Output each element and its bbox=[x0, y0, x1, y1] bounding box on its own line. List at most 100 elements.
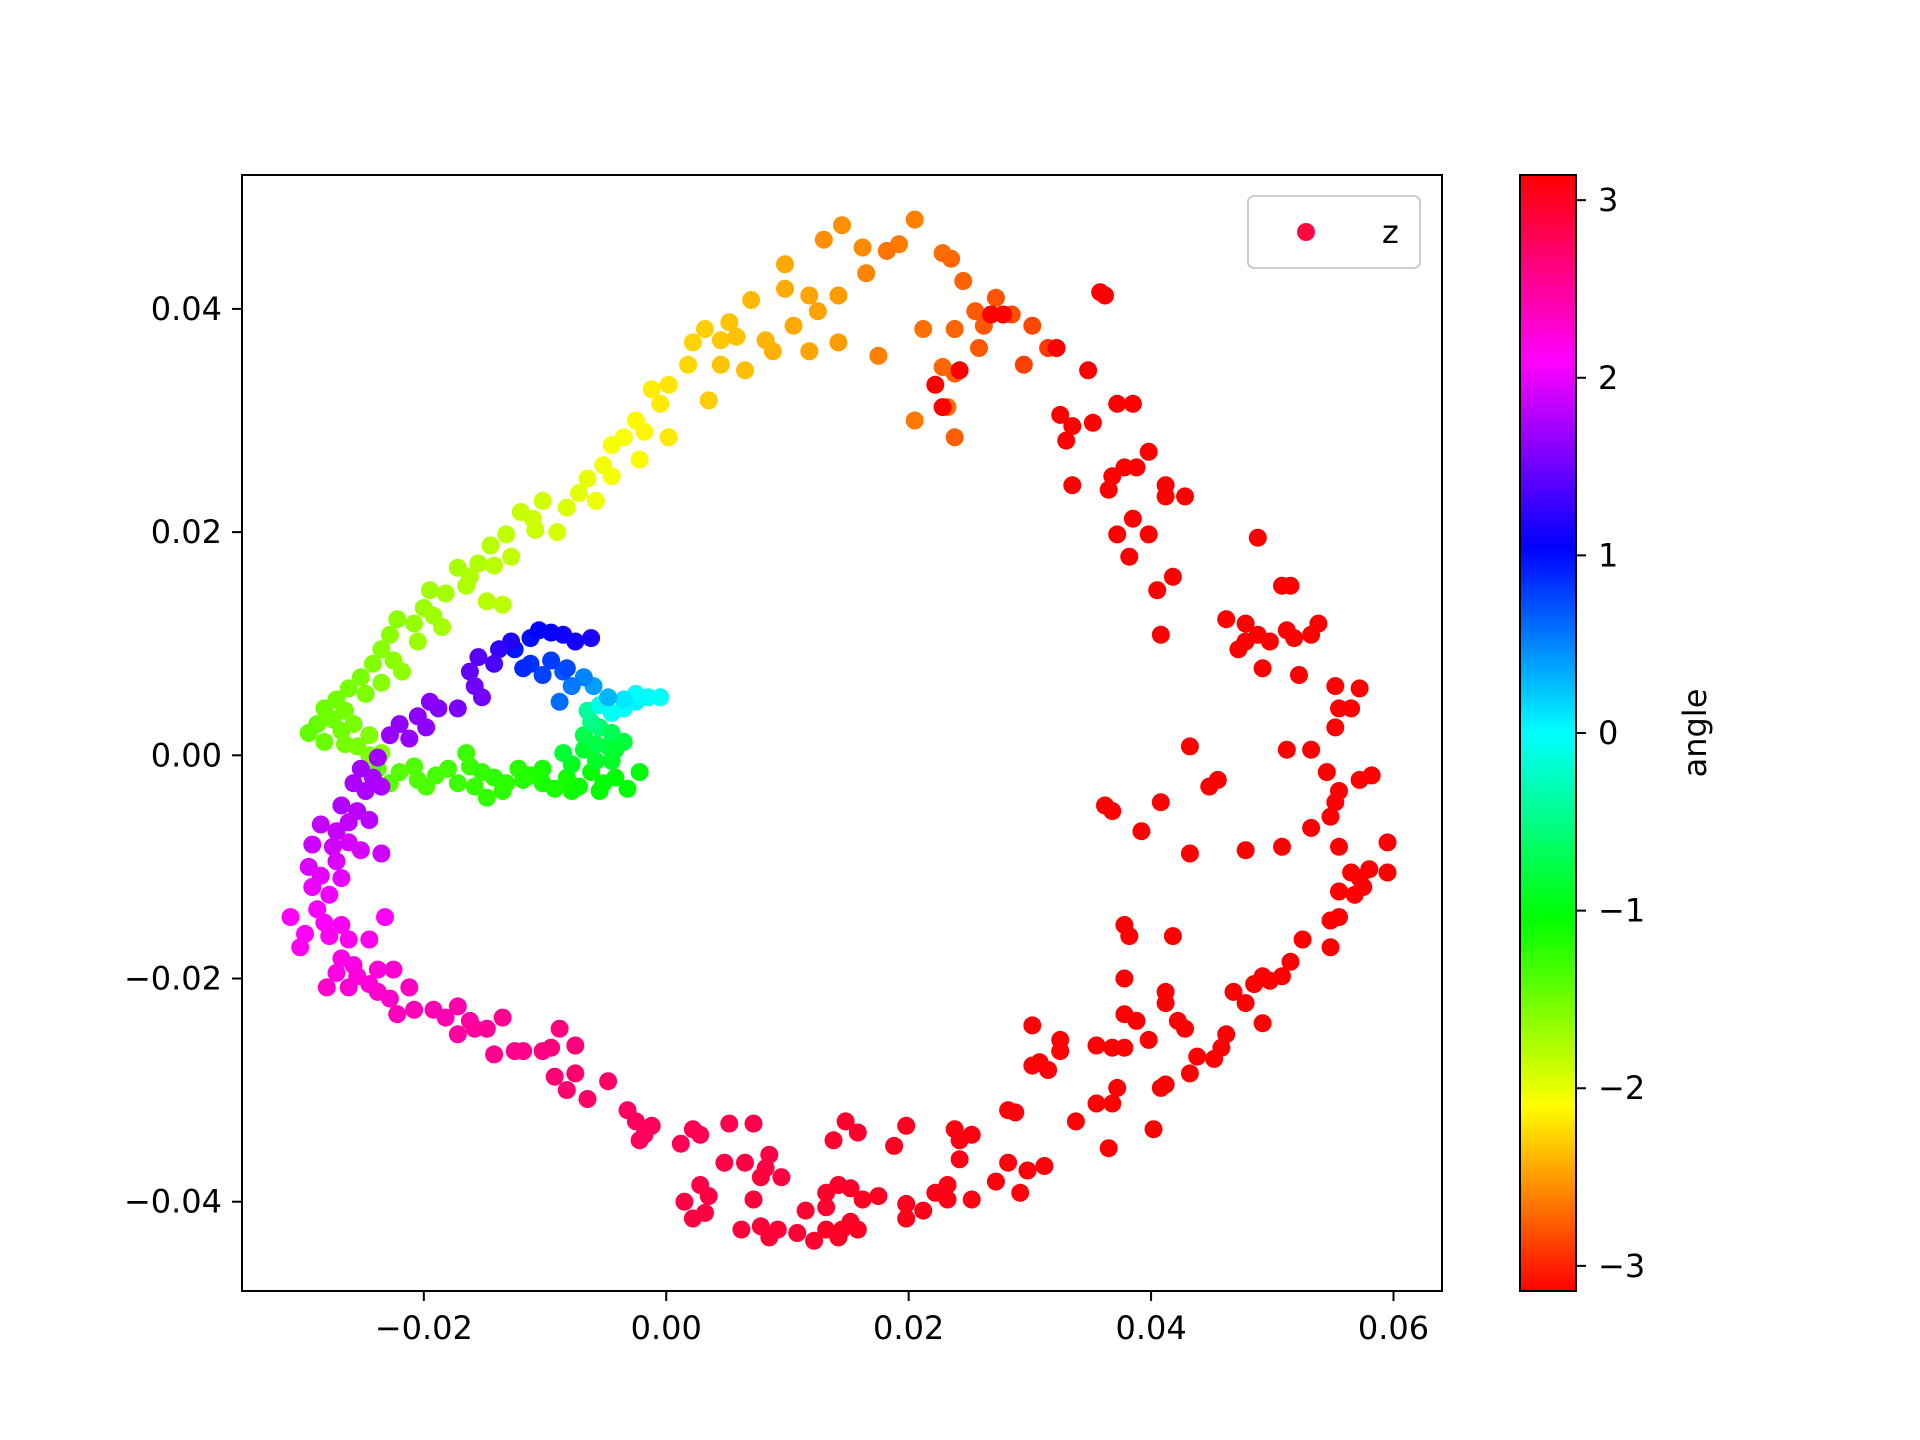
data-point bbox=[493, 595, 512, 614]
y-tick-label: 0.00 bbox=[151, 736, 222, 774]
data-point bbox=[320, 927, 339, 946]
legend-marker bbox=[1297, 223, 1315, 241]
data-point bbox=[635, 422, 654, 441]
data-point bbox=[1057, 431, 1076, 450]
data-point bbox=[417, 718, 436, 737]
data-point bbox=[1099, 1139, 1118, 1158]
data-point bbox=[514, 770, 533, 789]
data-point bbox=[711, 355, 730, 374]
data-point bbox=[315, 732, 334, 751]
data-point bbox=[578, 469, 597, 488]
y-tick-label: 0.02 bbox=[151, 513, 222, 551]
data-point bbox=[514, 659, 533, 678]
data-point bbox=[1277, 740, 1296, 759]
data-point bbox=[485, 654, 504, 673]
data-point bbox=[905, 411, 924, 430]
data-point bbox=[1253, 659, 1272, 678]
data-point bbox=[1180, 737, 1199, 756]
y-tick-label: −0.02 bbox=[124, 960, 222, 998]
data-point bbox=[606, 768, 625, 787]
data-point bbox=[1030, 1053, 1049, 1072]
data-point bbox=[1123, 394, 1142, 413]
data-point bbox=[1156, 476, 1175, 495]
data-point bbox=[1087, 1094, 1106, 1113]
plot-area-frame bbox=[241, 174, 1443, 1292]
data-point bbox=[853, 238, 872, 257]
data-point bbox=[962, 1125, 981, 1144]
data-point bbox=[481, 536, 500, 555]
data-point bbox=[1115, 969, 1134, 988]
data-point bbox=[1014, 355, 1033, 374]
data-point bbox=[1120, 547, 1139, 566]
data-point bbox=[460, 662, 479, 681]
data-point bbox=[1273, 967, 1291, 986]
data-point bbox=[405, 1000, 424, 1019]
data-point bbox=[557, 659, 576, 678]
data-point bbox=[1011, 1183, 1030, 1202]
data-point bbox=[829, 333, 848, 352]
data-point bbox=[327, 852, 346, 871]
data-point bbox=[715, 1153, 734, 1172]
data-point bbox=[457, 576, 476, 595]
data-point bbox=[420, 581, 439, 600]
data-point bbox=[720, 313, 739, 332]
data-point bbox=[999, 1153, 1018, 1172]
data-point bbox=[1362, 766, 1381, 785]
data-point bbox=[1326, 677, 1345, 696]
x-axis: −0.02 0.00 0.02 0.04 0.06 bbox=[375, 1291, 1429, 1347]
data-point bbox=[497, 525, 516, 544]
data-point bbox=[1281, 952, 1300, 971]
colorbar-label: angle bbox=[1676, 689, 1714, 778]
data-point bbox=[400, 729, 419, 748]
data-point bbox=[574, 726, 593, 745]
colorbar-tick-label: 2 bbox=[1598, 359, 1618, 397]
data-point bbox=[439, 759, 458, 778]
data-point bbox=[630, 763, 649, 782]
data-point bbox=[606, 740, 625, 759]
data-point bbox=[562, 677, 581, 696]
data-point bbox=[1156, 1075, 1175, 1094]
data-point bbox=[1273, 576, 1291, 595]
data-point bbox=[642, 1116, 661, 1135]
data-point bbox=[642, 380, 661, 399]
data-point bbox=[408, 632, 427, 651]
data-point bbox=[436, 1008, 455, 1027]
data-point bbox=[1156, 982, 1175, 1001]
data-point bbox=[1096, 286, 1114, 305]
data-point bbox=[327, 822, 346, 841]
data-point bbox=[405, 614, 424, 633]
data-point bbox=[323, 837, 342, 856]
data-point bbox=[526, 520, 545, 539]
data-point bbox=[817, 1198, 836, 1217]
data-point bbox=[1176, 487, 1194, 506]
data-point bbox=[1108, 394, 1127, 413]
data-point bbox=[372, 777, 391, 796]
data-point bbox=[711, 331, 730, 350]
legend: z bbox=[1247, 195, 1421, 269]
data-point bbox=[448, 1025, 467, 1044]
data-point bbox=[869, 346, 888, 365]
data-point bbox=[853, 1190, 872, 1209]
data-point bbox=[542, 651, 561, 670]
data-point bbox=[570, 484, 588, 503]
data-point bbox=[465, 777, 484, 796]
data-point bbox=[630, 1131, 649, 1150]
data-point bbox=[550, 1019, 569, 1038]
data-point bbox=[360, 726, 379, 745]
data-point bbox=[384, 960, 403, 979]
data-point bbox=[281, 908, 300, 927]
data-point bbox=[744, 1190, 763, 1209]
colorbar-gradient bbox=[1519, 174, 1577, 1292]
x-tick-label: −0.02 bbox=[375, 1309, 473, 1347]
data-point bbox=[363, 654, 382, 673]
legend-label: z bbox=[1382, 213, 1399, 251]
data-point bbox=[566, 632, 585, 651]
data-point bbox=[477, 1019, 496, 1038]
data-point bbox=[1018, 1161, 1037, 1180]
data-point bbox=[614, 690, 633, 709]
data-point bbox=[1326, 718, 1345, 737]
data-point bbox=[1309, 614, 1328, 633]
colorbar-tick-label: −3 bbox=[1598, 1247, 1645, 1285]
